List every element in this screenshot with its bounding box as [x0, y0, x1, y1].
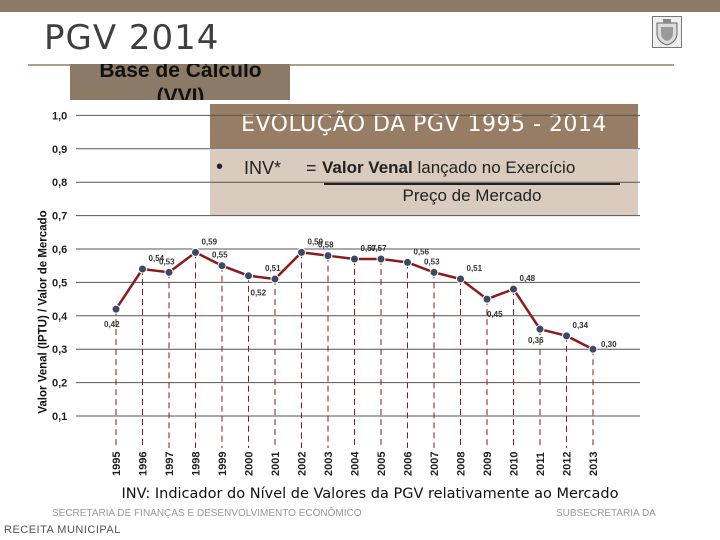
formula-denominator: Preço de Mercado	[402, 186, 542, 205]
fraction-line	[324, 183, 620, 185]
data-label: 0,30	[601, 340, 617, 349]
title-rule	[28, 64, 674, 66]
data-point	[456, 274, 465, 284]
x-tick-label: 2010	[509, 452, 521, 476]
x-tick-label: 1999	[217, 452, 229, 476]
data-label: 0,54	[149, 254, 165, 263]
y-tick-label: 1,0	[52, 110, 67, 122]
x-tick-label: 2006	[403, 452, 415, 476]
footnote: INV: Indicador do Nível de Valores da PG…	[121, 486, 619, 502]
data-label: 0,59	[202, 237, 218, 246]
x-tick-label: 2003	[323, 452, 335, 476]
x-tick-label: 2013	[588, 452, 600, 476]
x-tick-label: 2001	[270, 452, 282, 476]
data-labels: 0,420,540,530,590,550,520,510,590,58 0,57…	[104, 237, 617, 349]
x-tick-label: 2002	[297, 452, 309, 476]
data-label: 0,34	[573, 321, 589, 330]
y-tick-label: 0,6	[52, 244, 67, 256]
chart-title: EVOLUÇÃO DA PGV 1995 - 2014	[241, 112, 607, 137]
data-point	[429, 267, 439, 277]
footer-subsecretariat: SUBSECRETARIA DA	[556, 508, 656, 519]
y-tick-label: 0,7	[52, 211, 67, 223]
y-tick-label: 0,1	[52, 411, 67, 423]
data-point	[323, 251, 333, 261]
gridlines	[76, 114, 640, 417]
inv-label: INV*	[244, 158, 282, 178]
equals-sign: =	[306, 158, 317, 178]
numerator-rest: lançado no Exercício	[417, 158, 576, 177]
data-label: 0,51	[265, 264, 281, 273]
data-label: 0,57	[361, 244, 377, 253]
x-tick-label: 1995	[111, 452, 123, 476]
data-label: 0,36	[528, 336, 544, 345]
x-tick-label: 2008	[456, 452, 468, 476]
data-label: 0,51	[467, 264, 483, 273]
data-point	[164, 267, 174, 277]
x-tick-label: 2005	[376, 452, 388, 476]
page-subtitle: Base de Cálculo (VVI)	[99, 64, 262, 100]
y-tick-label: 0,2	[52, 378, 67, 390]
page-title: PGV 2014	[44, 18, 220, 58]
data-label: 0,59	[308, 237, 324, 246]
data-label: 0,53	[424, 257, 440, 266]
x-tick-label: 1998	[191, 452, 203, 476]
data-point	[191, 247, 200, 257]
footer-secretariat: SECRETARIA DE FINANÇAS E DESENVOLVIMENTO…	[52, 508, 362, 519]
data-point	[217, 261, 227, 271]
data-point	[244, 271, 253, 281]
data-label: 0,52	[251, 289, 267, 298]
numerator-bold: Valor Venal	[322, 158, 413, 177]
y-tick-label: 0,3	[52, 344, 67, 356]
bullet: •	[216, 156, 224, 178]
data-label: 0,45	[487, 310, 503, 319]
data-point	[403, 257, 412, 267]
data-point	[138, 264, 147, 274]
data-point	[376, 254, 386, 264]
top-band	[0, 0, 720, 12]
data-label: 0,56	[414, 247, 430, 256]
x-tick-label: 1996	[138, 452, 150, 476]
footer-revenue: RECEITA MUNICIPAL	[4, 524, 121, 536]
data-label: 0,57	[371, 244, 387, 253]
drop-lines	[115, 252, 594, 448]
data-point	[270, 274, 280, 284]
x-tick-label: 2000	[244, 452, 256, 476]
data-label: 0,48	[520, 274, 536, 283]
data-point	[111, 304, 121, 314]
x-tick-label: 2007	[429, 452, 441, 476]
data-point	[509, 284, 518, 294]
data-label: 0,55	[212, 251, 228, 260]
inv-definition-box: • INV* = Valor Venal lançado no Exercíci…	[210, 150, 638, 216]
data-label: 0,58	[318, 241, 334, 250]
data-point	[562, 331, 571, 341]
x-tick-label: 2011	[535, 452, 547, 476]
data-point	[350, 254, 359, 264]
formula-numerator: Valor Venal lançado no Exercício	[322, 158, 575, 178]
y-tick-label: 0,8	[52, 177, 67, 189]
coat-of-arms-icon	[652, 16, 682, 48]
subtitle-box: Base de Cálculo (VVI)	[70, 64, 290, 100]
data-point	[588, 344, 598, 354]
x-tick-label: 2012	[562, 452, 574, 476]
x-tick-label: 1997	[164, 452, 176, 476]
data-point	[535, 324, 545, 334]
data-point	[297, 247, 306, 257]
y-tick-label: 0,4	[52, 311, 68, 323]
y-tick-labels: 0,1 0,2 0,3 0,4 0,5 0,6 0,7 0,8 0,9 1,0	[52, 110, 68, 423]
y-tick-label: 0,5	[52, 277, 67, 289]
chart-title-box: EVOLUÇÃO DA PGV 1995 - 2014	[210, 104, 638, 148]
x-tick-label: 2009	[482, 452, 494, 476]
data-point	[482, 294, 492, 304]
data-points	[111, 247, 598, 354]
x-tick-label: 2004	[350, 451, 362, 476]
data-label: 0,42	[104, 320, 120, 329]
x-tick-labels: 1995 1996 1997 1998 1999 2000 2001 2002 2003 2004…	[111, 451, 600, 476]
data-label: 0,53	[159, 257, 175, 266]
y-tick-label: 0,9	[52, 144, 67, 156]
